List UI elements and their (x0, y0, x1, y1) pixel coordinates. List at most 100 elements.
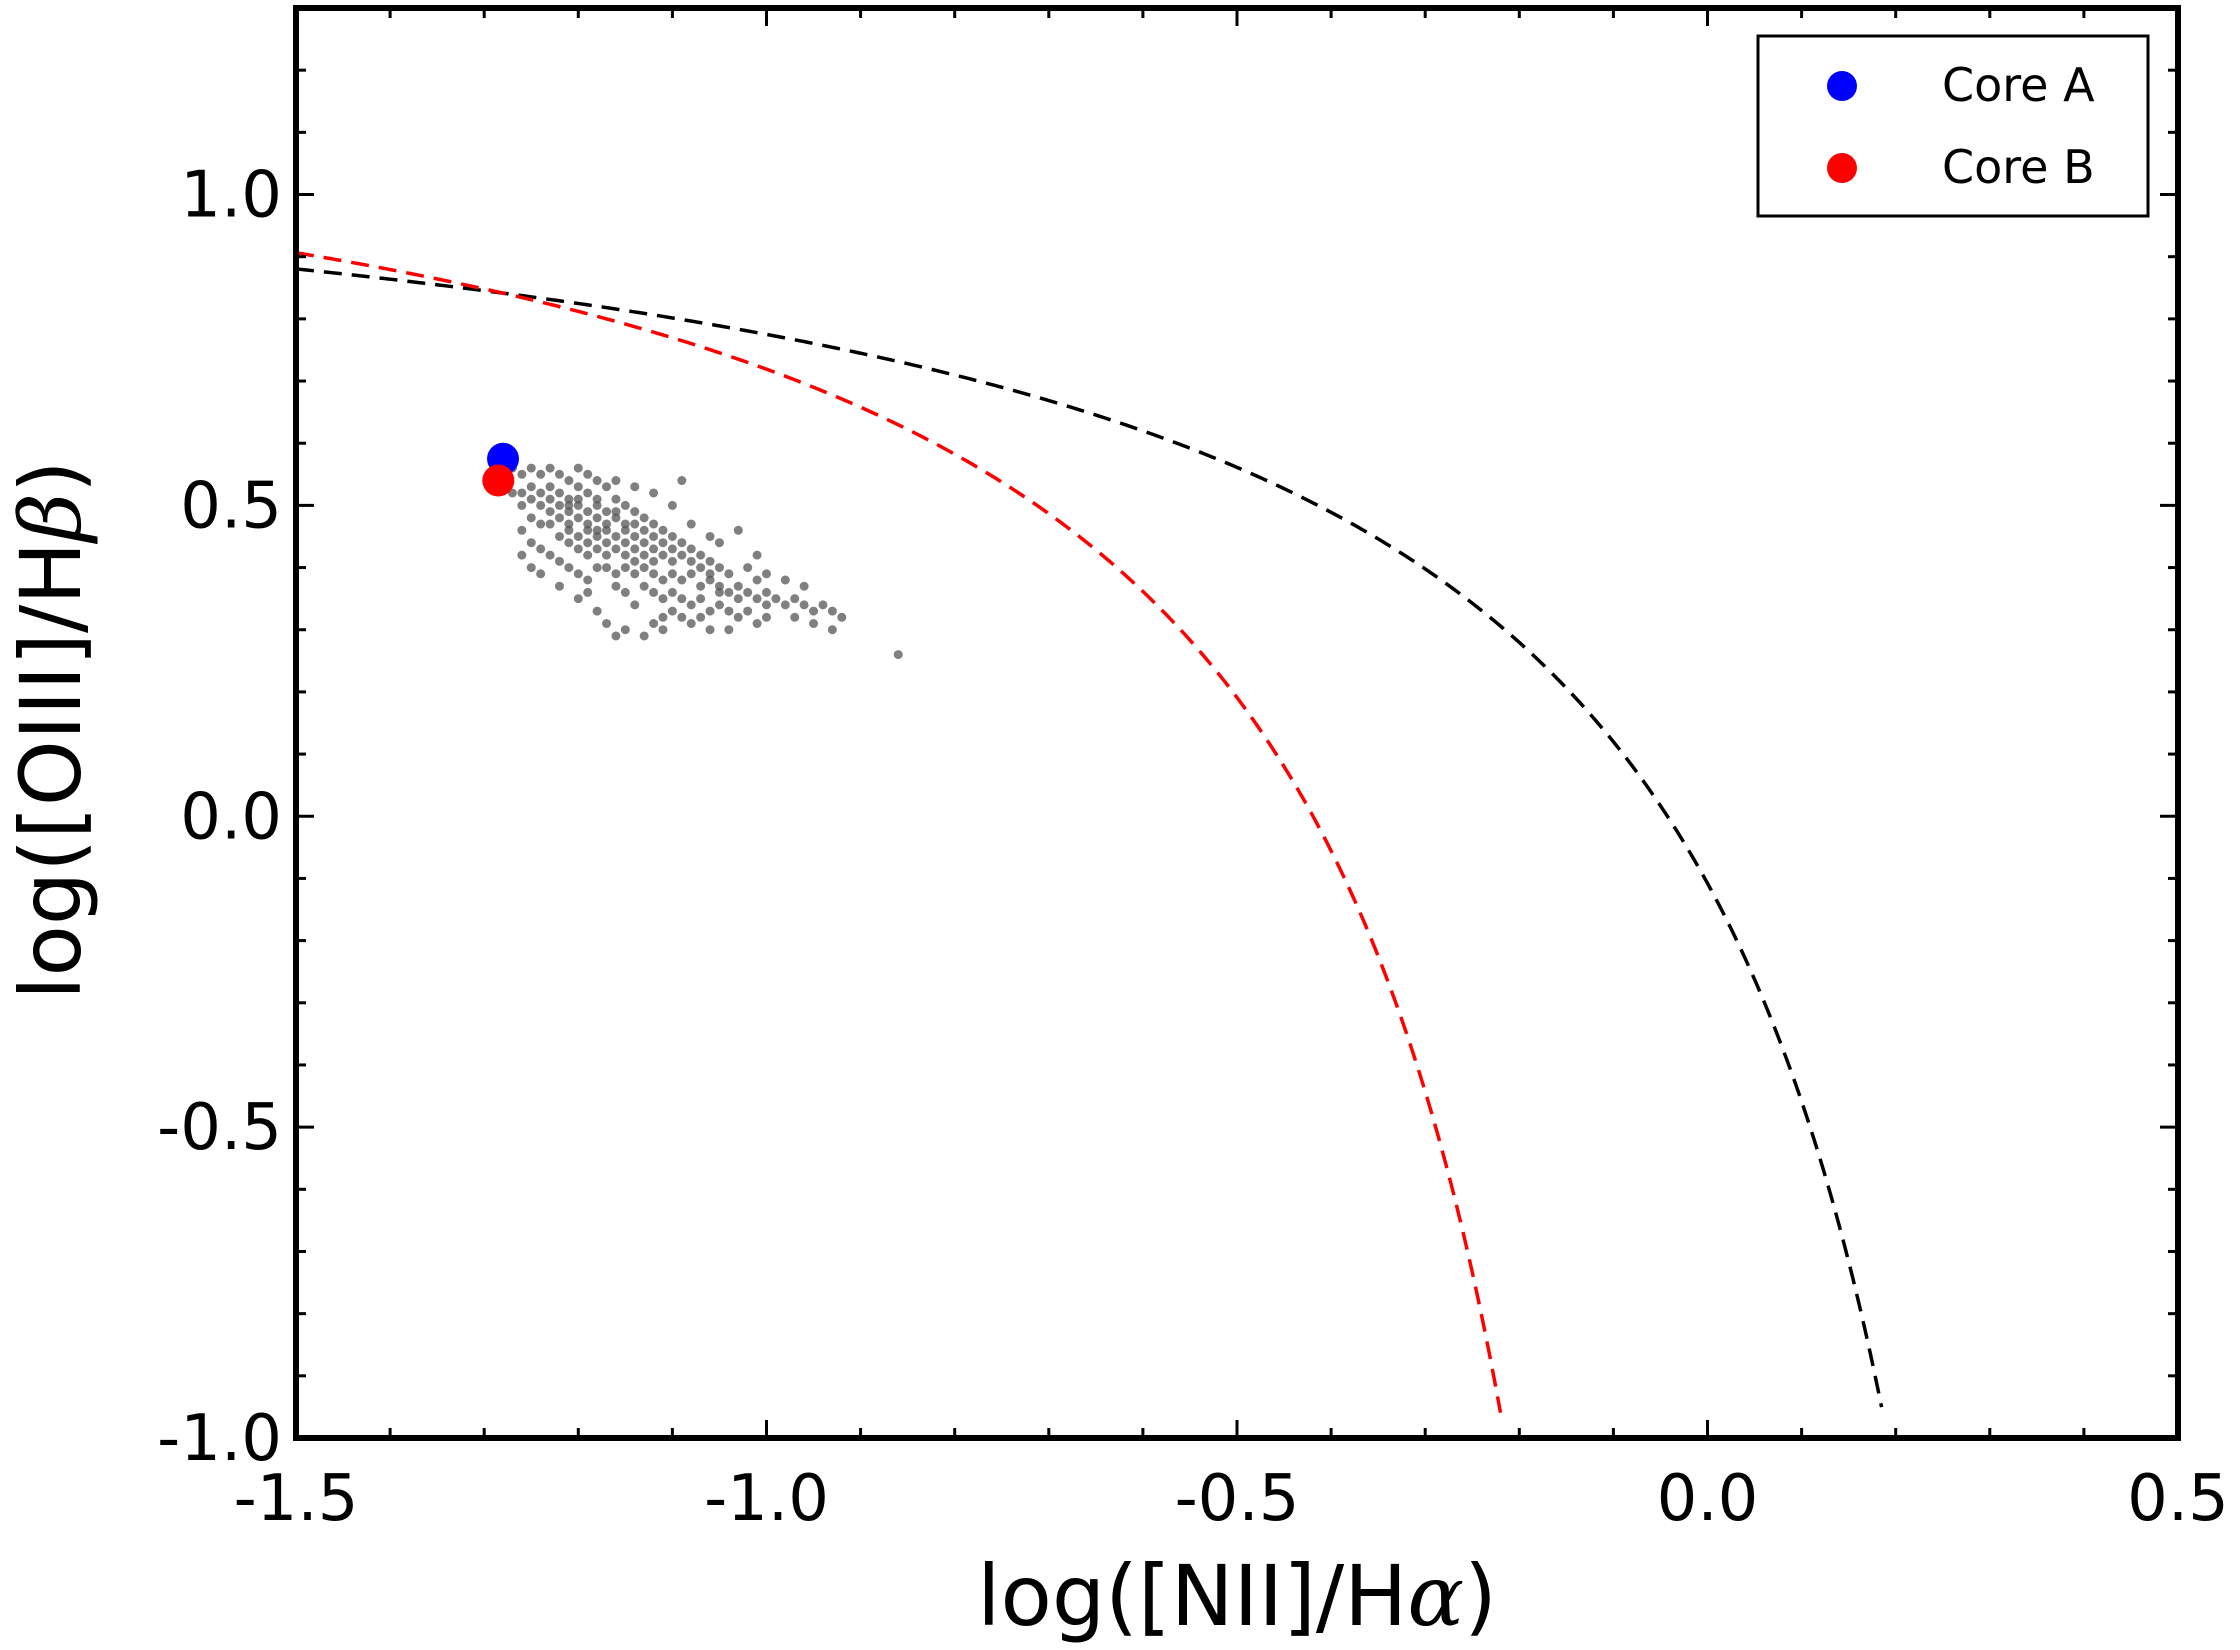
scatter-point (724, 606, 734, 616)
scatter-point (526, 513, 536, 523)
scatter-point (733, 612, 743, 622)
scatter-point (658, 594, 668, 604)
x-tick-label: -1.5 (234, 1462, 359, 1536)
scatter-point (658, 525, 668, 535)
scatter-point (809, 619, 819, 629)
scatter-point (630, 600, 640, 610)
scatter-point (677, 550, 687, 560)
scatter-point (696, 563, 706, 573)
scatter-point (583, 587, 593, 597)
scatter-point (809, 606, 819, 616)
point-core-b (482, 464, 515, 497)
scatter-point (686, 556, 696, 566)
scatter-point (526, 482, 536, 492)
scatter-point (818, 600, 828, 610)
plot-area: -1.5 -1.0 -0.5 0.0 0.5 -1.0-0.50.00.51.0 (157, 5, 2229, 1536)
scatter-point (564, 494, 574, 504)
scatter-point (573, 544, 583, 554)
scatter-point (611, 531, 621, 541)
scatter-point (564, 507, 574, 517)
scatter-point (677, 575, 687, 585)
scatter-point (677, 612, 687, 622)
scatter-point (611, 494, 621, 504)
scatter-point (677, 476, 687, 486)
scatter-point (620, 550, 630, 560)
scatter-point (564, 500, 574, 510)
scatter-point (630, 531, 640, 541)
scatter-point (583, 525, 593, 535)
scatter-point (780, 575, 790, 585)
scatter-point (545, 507, 555, 517)
scatter-point (573, 482, 583, 492)
scatter-point (602, 563, 612, 573)
curve-black-dashed (295, 267, 1884, 1408)
scatter-point (827, 606, 837, 616)
legend-box (1756, 34, 2150, 218)
scatter-point (639, 563, 649, 573)
scatter-point (583, 519, 593, 529)
scatter-point (620, 587, 630, 597)
scatter-point (827, 625, 837, 635)
scatter-point (620, 563, 630, 573)
scatter-point (602, 538, 612, 548)
scatter-point (573, 463, 583, 473)
y-axis-label: log([OIII]/Hβ) (2, 460, 100, 1000)
scatter-point (733, 594, 743, 604)
scatter-point (620, 500, 630, 510)
y-tick-label: 1.0 (180, 159, 282, 233)
scatter-point (714, 587, 724, 597)
scatter-point (714, 538, 724, 548)
scatter-point (554, 513, 564, 523)
scatter-point (536, 500, 546, 510)
scatter-point (893, 650, 903, 660)
scatter-point (658, 550, 668, 560)
scatter-point (517, 488, 527, 498)
scatter-point (583, 550, 593, 560)
scatter-point (639, 525, 649, 535)
scatter-point (837, 612, 847, 622)
y-tick-label: 0.5 (180, 469, 282, 543)
scatter-point (526, 563, 536, 573)
scatter-point (705, 531, 715, 541)
scatter-point (799, 581, 809, 591)
scatter-point (724, 569, 734, 579)
scatter-point (592, 500, 602, 510)
legend-label-core-b: Core B (1942, 140, 2095, 194)
scatter-point (630, 556, 640, 566)
scatter-point (536, 488, 546, 498)
axis-ticks (294, 6, 2180, 1440)
scatter-point (667, 587, 677, 597)
y-tick-label: 0.0 (180, 780, 282, 854)
scatter-point (592, 606, 602, 616)
scatter-point (667, 569, 677, 579)
scatter-point (649, 569, 659, 579)
scatter-point (583, 575, 593, 585)
scatter-point (743, 606, 753, 616)
x-tick-label: 0.5 (2127, 1462, 2229, 1536)
scatter-point (564, 519, 574, 529)
scatter-point (602, 482, 612, 492)
scatter-point (583, 507, 593, 517)
scatter-point (705, 575, 715, 585)
scatter-point (790, 612, 800, 622)
scatter-point (517, 500, 527, 510)
legend: Core A Core B (1756, 34, 2150, 218)
scatter-point (686, 519, 696, 529)
x-tick-label: 0.0 (1657, 1462, 1759, 1536)
scatter-point (705, 625, 715, 635)
scatter-point (705, 556, 715, 566)
scatter-point (649, 556, 659, 566)
scatter-point (686, 569, 696, 579)
scatter-point (602, 519, 612, 529)
scatter-point (536, 569, 546, 579)
scatter-point (677, 538, 687, 548)
scatter-point (602, 507, 612, 517)
scatter-point (762, 600, 771, 610)
scatter-point (714, 581, 724, 591)
scatter-point (799, 600, 809, 610)
scatter-point (639, 550, 649, 560)
scatter-point (733, 581, 743, 591)
y-tick-label: -1.0 (157, 1402, 282, 1476)
scatter-point (573, 594, 583, 604)
scatter-point (686, 600, 696, 610)
